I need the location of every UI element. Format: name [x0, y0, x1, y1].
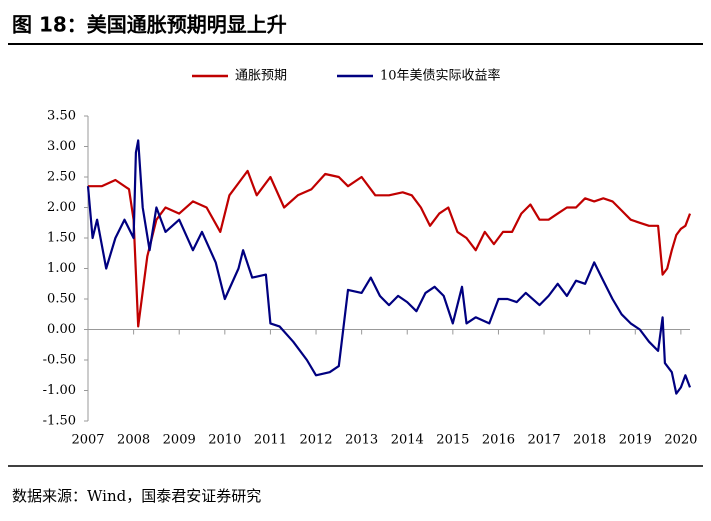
- source-note: 数据来源：Wind，国泰君安证券研究: [12, 487, 261, 505]
- series-line: [86, 139, 692, 395]
- y-tick-label: 2.50: [47, 170, 76, 185]
- x-tick-label: 2012: [299, 433, 332, 448]
- y-tick-label: 3.00: [47, 139, 76, 154]
- x-tick-label: 2020: [664, 433, 697, 448]
- y-tick-label: 0.50: [47, 292, 76, 307]
- x-tick-label: 2015: [436, 433, 469, 448]
- y-tick-label: -1.50: [43, 414, 76, 429]
- chart-title: 图 18：美国通胀预期明显上升: [12, 13, 287, 37]
- x-tick-label: 2017: [528, 433, 561, 448]
- x-tick-label: 2014: [391, 433, 424, 448]
- x-tick-label: 2019: [619, 433, 652, 448]
- x-tick-label: 2008: [117, 433, 150, 448]
- y-tick-label: -0.50: [43, 353, 76, 368]
- legend-label: 10年美债实际收益率: [380, 68, 501, 84]
- x-tick-label: 2011: [254, 433, 287, 448]
- series-line: [88, 169, 692, 328]
- y-tick-label: 1.00: [47, 261, 76, 276]
- x-tick-label: 2009: [163, 433, 196, 448]
- x-tick-label: 2010: [208, 433, 241, 448]
- x-tick-label: 2016: [482, 433, 515, 448]
- y-tick-label: 0.00: [47, 322, 76, 337]
- y-tick-label: -1.00: [43, 383, 76, 398]
- x-tick-label: 2013: [345, 433, 378, 448]
- x-tick-label: 2007: [71, 433, 104, 448]
- y-tick-label: 1.50: [47, 231, 76, 246]
- legend-label: 通胀预期: [235, 69, 287, 84]
- y-tick-label: 3.50: [47, 109, 76, 124]
- y-tick-label: 2.00: [47, 200, 76, 215]
- x-tick-label: 2018: [573, 433, 606, 448]
